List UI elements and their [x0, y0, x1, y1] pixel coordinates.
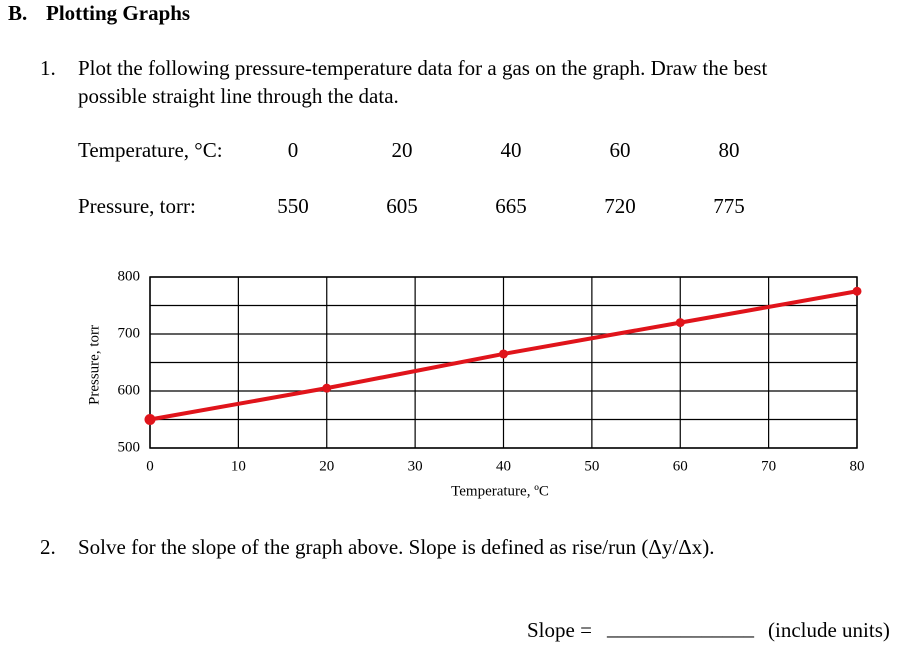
row-label: Pressure, torr: — [78, 194, 196, 218]
x-axis-label: Temperature, ºC — [451, 483, 549, 499]
table-cell: 605 — [386, 194, 418, 218]
y-tick-label: 800 — [118, 268, 141, 284]
question-number: 2. — [40, 535, 56, 559]
table-cell: 550 — [277, 194, 309, 218]
y-axis-label: Pressure, torr — [86, 325, 102, 405]
question-text: Plot the following pressure-temperature … — [78, 56, 767, 80]
y-tick-label: 600 — [118, 382, 141, 398]
data-point — [675, 318, 685, 328]
data-point — [144, 414, 156, 425]
x-tick-label: 40 — [496, 458, 511, 474]
x-tick-label: 20 — [319, 458, 334, 474]
x-tick-label: 60 — [673, 458, 688, 474]
question-text: possible straight line through the data. — [78, 84, 399, 108]
x-tick-label: 0 — [146, 458, 154, 474]
y-tick-label: 500 — [118, 439, 141, 455]
data-point — [499, 349, 508, 359]
question-text: Solve for the slope of the graph above. … — [78, 535, 714, 559]
table-cell: 80 — [719, 138, 740, 162]
answer-blank: ______________ — [606, 616, 755, 640]
row-label: Temperature, °C: — [78, 138, 223, 162]
plot-frame — [149, 276, 858, 449]
note: (include units) — [768, 618, 890, 642]
table-cell: 40 — [501, 138, 522, 162]
y-tick-label: 700 — [118, 325, 141, 341]
table-cell: 665 — [495, 194, 527, 218]
x-tick-label: 70 — [761, 458, 776, 474]
x-tick-label: 30 — [408, 458, 423, 474]
table-cell: 60 — [610, 138, 631, 162]
table-cell: 720 — [604, 194, 636, 218]
x-tick-label: 80 — [850, 458, 865, 474]
data-point — [322, 383, 332, 393]
table-cell: 775 — [713, 194, 745, 218]
table-cell: 20 — [392, 138, 413, 162]
section-title: Plotting Graphs — [46, 1, 190, 25]
question-number: 1. — [40, 56, 56, 80]
x-tick-label: 10 — [231, 458, 246, 474]
section-label: B. — [8, 1, 27, 25]
slope-label: Slope = — [527, 618, 592, 642]
table-cell: 0 — [288, 138, 299, 162]
x-tick-label: 50 — [584, 458, 599, 474]
data-point — [852, 286, 862, 296]
